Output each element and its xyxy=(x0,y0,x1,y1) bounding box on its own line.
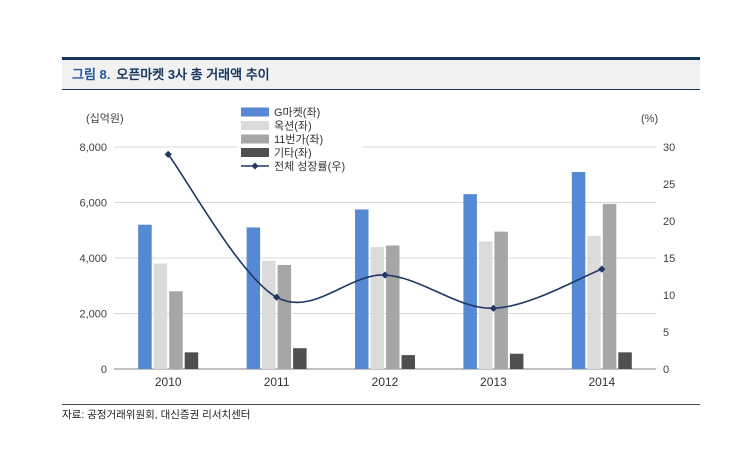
right-axis-tick: 5 xyxy=(663,327,669,339)
legend-label-3: 기타(좌) xyxy=(274,146,312,159)
bar-2010-series-2 xyxy=(169,291,183,369)
left-axis-tick: 0 xyxy=(101,364,107,376)
figure-header: 그림 8. 오픈마켓 3사 총 거래액 추이 xyxy=(62,57,700,90)
category-label: 2014 xyxy=(588,375,615,389)
category-label: 2012 xyxy=(372,375,399,389)
legend-swatch-3 xyxy=(241,148,269,157)
bar-2014-series-0 xyxy=(571,171,586,369)
category-label: 2010 xyxy=(155,375,182,389)
bar-2013-series-2 xyxy=(494,231,508,369)
bar-2011-series-2 xyxy=(277,264,292,369)
category-label: 2013 xyxy=(480,375,507,389)
right-axis-tick: 25 xyxy=(663,179,675,191)
legend-swatch-0 xyxy=(241,107,269,117)
legend-label-2: 11번가(좌) xyxy=(274,133,323,146)
legend-label-0: G마켓(좌) xyxy=(274,106,320,119)
right-axis-tick: 20 xyxy=(663,216,675,228)
bar-2013-series-0 xyxy=(463,194,477,369)
bar-2014-series-1 xyxy=(587,235,601,369)
legend-marker-diamond-icon xyxy=(251,162,259,170)
bar-2010-series-1 xyxy=(153,263,168,369)
chart-area: 0 2,000 4,000 6,000 8,000 0 5 10 15 20 25 30 (십억원) (%… xyxy=(62,90,700,398)
right-axis-unit-label: (%) xyxy=(641,113,658,125)
legend-label-1: 옥션(좌) xyxy=(274,119,312,132)
bar-2010-series-0 xyxy=(138,224,152,369)
legend-label-4: 전체 성장률(우) xyxy=(274,160,345,173)
bar-2012-series-2 xyxy=(386,245,400,369)
legend-swatch-2 xyxy=(241,134,269,144)
growth-rate-line xyxy=(167,153,603,310)
legend-swatch-1 xyxy=(241,121,269,130)
right-axis-tick: 10 xyxy=(663,290,675,302)
left-axis-unit-label: (십억원) xyxy=(86,112,124,125)
category-label: 2011 xyxy=(264,375,290,389)
bar-2013-series-3 xyxy=(509,353,524,369)
bar-2010-series-3 xyxy=(184,352,199,369)
bar-2014-series-3 xyxy=(618,352,632,369)
right-axis-tick: 0 xyxy=(663,364,669,376)
right-axis-tick: 15 xyxy=(663,253,675,265)
left-axis-tick: 6,000 xyxy=(79,198,107,210)
bar-2013-series-1 xyxy=(478,241,493,369)
bar-2011-series-0 xyxy=(246,227,261,369)
left-axis-tick: 8,000 xyxy=(79,142,107,154)
figure-block: 그림 8. 오픈마켓 3사 총 거래액 추이 0 2,000 4,000 6,000 8,… xyxy=(62,57,700,422)
bar-2012-series-3 xyxy=(401,355,415,369)
left-axis-tick: 2,000 xyxy=(79,309,107,321)
growth-rate-marker-diamond-icon xyxy=(164,150,172,158)
bar-2012-series-1 xyxy=(370,246,384,369)
bar-2011-series-1 xyxy=(262,260,276,369)
figure-source: 자료: 공정거래위원회, 대신증권 리서치센터 xyxy=(62,404,700,422)
bar-2012-series-0 xyxy=(355,209,369,369)
bar-2011-series-3 xyxy=(293,348,307,369)
figure-title: 오픈마켓 3사 총 거래액 추이 xyxy=(116,67,270,82)
figure-label: 그림 8. xyxy=(72,67,111,82)
right-axis-tick: 30 xyxy=(663,142,675,154)
transactions-chart: 0 2,000 4,000 6,000 8,000 0 5 10 15 20 25 30 (십억원) (%… xyxy=(79,102,675,389)
left-axis-tick: 4,000 xyxy=(79,253,107,265)
growth-rate-marker-diamond-icon xyxy=(489,304,497,312)
bar-2014-series-2 xyxy=(602,203,617,369)
